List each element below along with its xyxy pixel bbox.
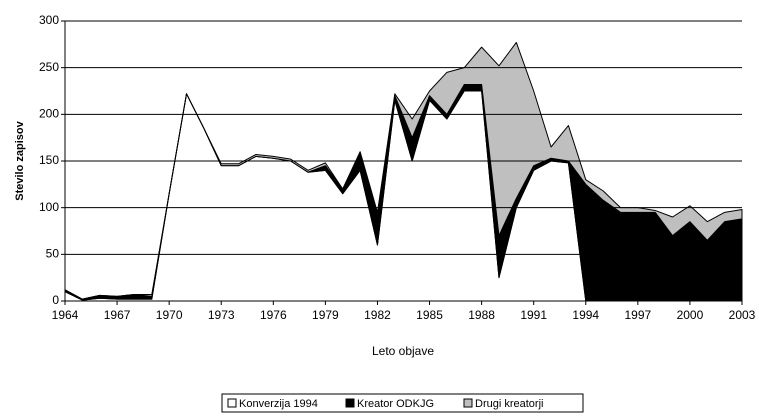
x-tick-label: 1970 [156, 308, 183, 322]
y-tick-label: 0 [52, 293, 59, 307]
x-tick-label: 1988 [468, 308, 495, 322]
y-tick-label: 250 [39, 60, 59, 74]
x-tick-label: 1979 [312, 308, 339, 322]
y-tick-label: 300 [39, 13, 59, 27]
legend-label: Drugi kreatorji [475, 398, 543, 410]
x-tick-label: 2000 [677, 308, 704, 322]
x-tick-label: 1994 [572, 308, 599, 322]
legend-label: Kreator ODKJG [357, 398, 434, 410]
x-tick-label: 1985 [416, 308, 443, 322]
legend-swatch [345, 398, 355, 408]
y-axis-label: Stevilo zapisov [14, 120, 26, 200]
legend-box [221, 393, 584, 413]
x-axis-label: Leto objave [372, 344, 434, 358]
x-tick-label: 1991 [520, 308, 547, 322]
x-tick-label: 1973 [208, 308, 235, 322]
x-tick-label: 1976 [260, 308, 287, 322]
y-tick-label: 200 [39, 107, 59, 121]
x-tick-label: 1997 [624, 308, 651, 322]
legend-label: Konverzija 1994 [239, 398, 318, 410]
x-tick-label: 1982 [364, 308, 391, 322]
x-tick-label: 2003 [729, 308, 756, 322]
y-tick-label: 100 [39, 200, 59, 214]
x-tick-label: 1964 [52, 308, 79, 322]
legend-swatch [227, 398, 237, 408]
y-tick-label: 150 [39, 153, 59, 167]
y-tick-label: 50 [46, 247, 60, 261]
legend-swatch [463, 398, 473, 408]
x-tick-label: 1967 [104, 308, 131, 322]
